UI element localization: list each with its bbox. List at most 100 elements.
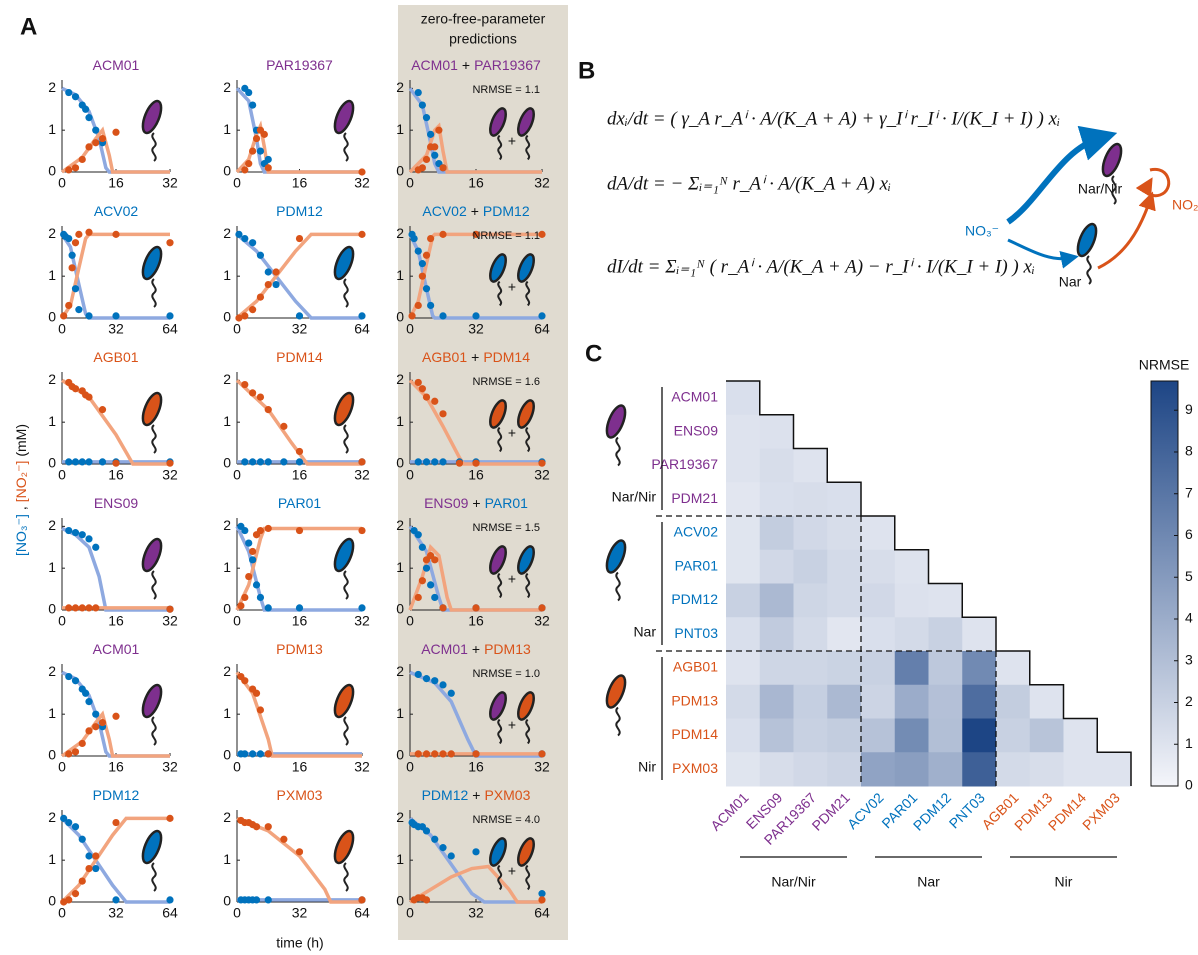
data-point (72, 93, 79, 100)
data-point (431, 677, 438, 684)
group-label: Nar (633, 624, 656, 640)
data-point (296, 312, 303, 319)
data-point (423, 285, 430, 292)
plot-title-part: + (462, 57, 470, 73)
column-label: PXM03 (1079, 789, 1123, 833)
data-point (253, 896, 260, 903)
data-point (431, 750, 438, 757)
data-point (241, 527, 248, 534)
data-point (237, 602, 244, 609)
panel-label: A (20, 13, 37, 40)
data-point (439, 164, 446, 171)
cell-tail (152, 279, 155, 307)
data-point (448, 852, 455, 859)
x-tick-label: 0 (233, 759, 241, 775)
plot-title-part: AGB01 (93, 349, 138, 365)
data-point (65, 302, 72, 309)
data-point (112, 819, 119, 826)
x-tick-label: 0 (58, 175, 66, 191)
data-point (241, 312, 248, 319)
plot-title: PAR01 (278, 495, 322, 511)
cell-body (139, 683, 165, 720)
cell-body (331, 245, 357, 282)
data-point (257, 527, 264, 534)
heatmap-cell (827, 752, 861, 786)
data-point (253, 581, 260, 588)
data-point (166, 312, 173, 319)
row-label: PAR19367 (651, 456, 718, 472)
data-point (431, 143, 438, 150)
data-point (92, 865, 99, 872)
data-point (72, 385, 79, 392)
data-point (99, 135, 106, 142)
heatmap-cell (760, 685, 794, 719)
heatmap-cell (760, 550, 794, 584)
plot-title-part: AGB01 (422, 349, 467, 365)
plot-title: PDM13 (276, 641, 323, 657)
heatmap-cell (794, 752, 828, 786)
data-point (448, 690, 455, 697)
plot-title: ACM01 (93, 641, 140, 657)
data-point (265, 823, 272, 830)
cell-tail (344, 279, 347, 307)
data-point (415, 379, 422, 386)
data-point (423, 896, 430, 903)
x-tick-label: 0 (233, 905, 241, 921)
plot-title: ACV02 (94, 203, 139, 219)
plot-title: ACM01+PDM13 (421, 641, 531, 657)
data-point (358, 312, 365, 319)
heatmap-cell (929, 651, 963, 685)
data-point (427, 131, 434, 138)
plot-title-part: ACM01 (411, 57, 458, 73)
data-point (235, 231, 242, 238)
data-point (65, 896, 72, 903)
data-point (85, 727, 92, 734)
data-point (415, 458, 422, 465)
y-tick-label: 0 (396, 309, 404, 325)
x-tick-label: 64 (534, 905, 550, 921)
plot-title: ACV02+PDM12 (422, 203, 529, 219)
data-point (415, 247, 422, 254)
heatmap-cell (996, 752, 1030, 786)
x-tick-label: 16 (292, 613, 308, 629)
colorbar-title: NRMSE (1139, 357, 1190, 373)
data-point (261, 131, 268, 138)
heatmap-cell (895, 617, 929, 651)
data-point (92, 544, 99, 551)
data-point (112, 231, 119, 238)
x-tick-label: 0 (406, 905, 414, 921)
heatmap-cell (827, 719, 861, 753)
plot-title-part: PDM14 (276, 349, 323, 365)
x-tick-label: 32 (354, 613, 370, 629)
heatmap-cell (861, 651, 895, 685)
heatmap-cell (760, 617, 794, 651)
heatmap-cell (996, 651, 1030, 685)
x-tick-label: 32 (162, 175, 178, 191)
y-tick-label: 0 (48, 309, 56, 325)
data-point (75, 306, 82, 313)
data-point (85, 393, 92, 400)
data-point (439, 681, 446, 688)
plot-title-part: PAR01 (278, 495, 322, 511)
x-tick-label: 32 (468, 321, 484, 337)
heatmap-cell (895, 550, 929, 584)
heatmap-cell (726, 482, 760, 516)
data-point (415, 750, 422, 757)
cell-tail (344, 133, 347, 161)
heatmap-cell (895, 651, 929, 685)
data-point (249, 556, 256, 563)
data-point (423, 675, 430, 682)
data-point (85, 312, 92, 319)
data-point (419, 577, 426, 584)
heatmap-cell (895, 719, 929, 753)
plot-title-part: ACM01 (93, 57, 140, 73)
icon-joiner: + (508, 133, 516, 149)
y-tick-label: 0 (223, 747, 231, 763)
column-label: PDM14 (1045, 789, 1089, 833)
x-tick-label: 32 (292, 321, 308, 337)
data-point (472, 312, 479, 319)
heatmap-cell (929, 584, 963, 618)
heatmap-cell (726, 381, 760, 415)
plot-title: PDM12 (93, 787, 140, 803)
cell-body (139, 537, 165, 574)
